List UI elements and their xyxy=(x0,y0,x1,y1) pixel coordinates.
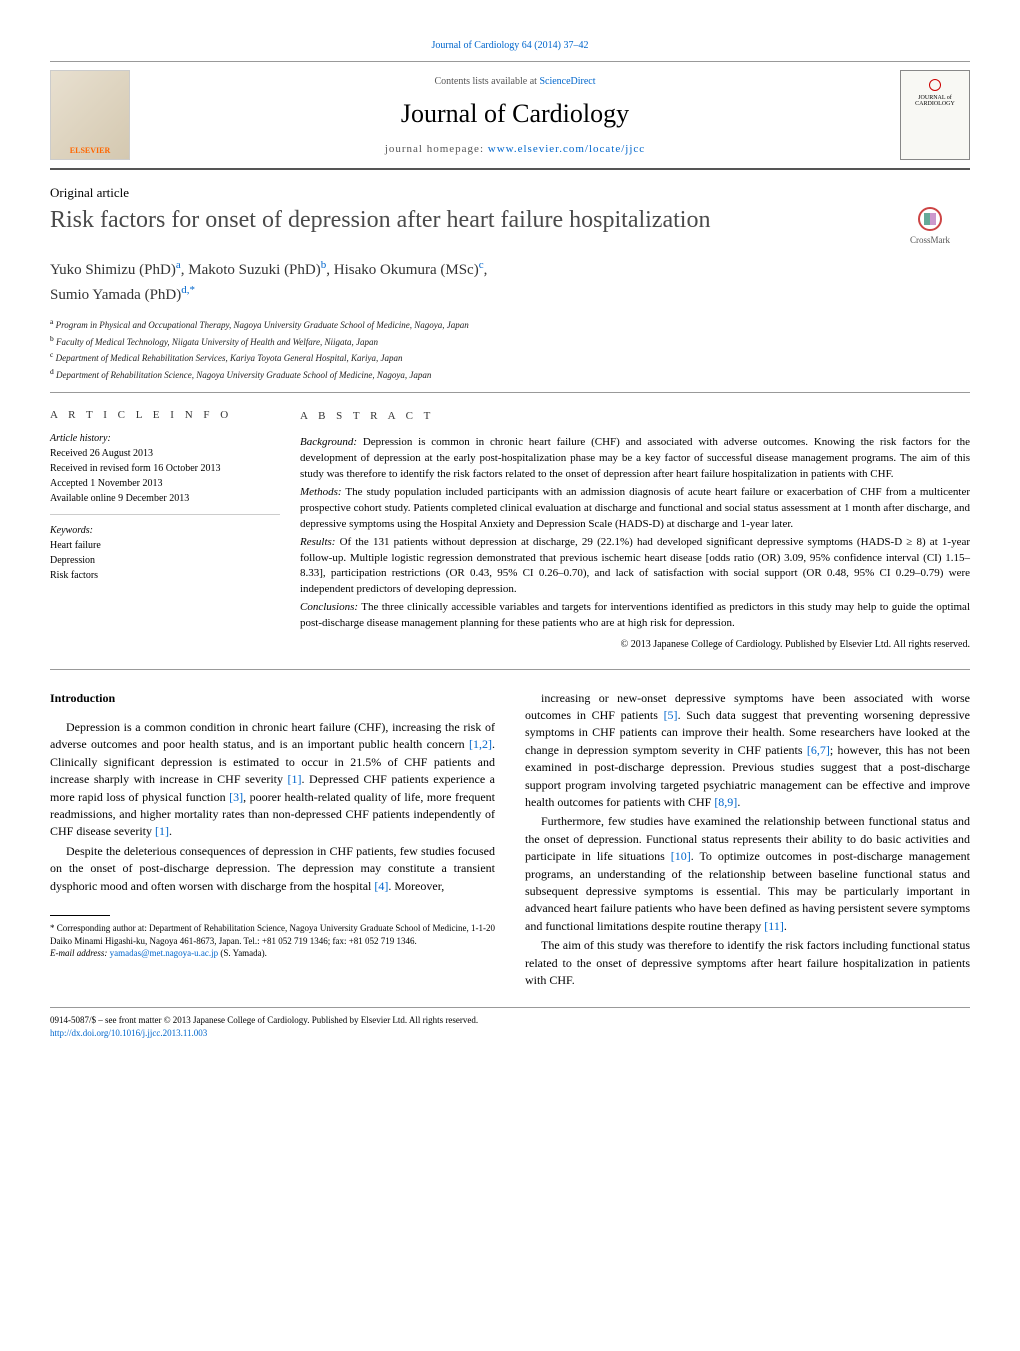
body-column-left: Introduction Depression is a common cond… xyxy=(50,690,495,992)
article-title: Risk factors for onset of depression aft… xyxy=(50,207,890,234)
article-history-block: Article history: Received 26 August 2013… xyxy=(50,431,280,515)
abstract-copyright: © 2013 Japanese College of Cardiology. P… xyxy=(300,638,970,653)
homepage-line: journal homepage: www.elsevier.com/locat… xyxy=(130,143,900,155)
journal-cover-thumbnail[interactable]: JOURNAL of CARDIOLOGY xyxy=(900,70,970,160)
keywords-block: Keywords: Heart failureDepressionRisk fa… xyxy=(50,523,280,591)
article-info-column: A R T I C L E I N F O Article history: R… xyxy=(50,409,300,653)
article-type: Original article xyxy=(50,185,970,201)
footnote-divider xyxy=(50,915,110,916)
bottom-matter: 0914-5087/$ – see front matter © 2013 Ja… xyxy=(50,1007,970,1039)
body-column-right: increasing or new-onset depressive sympt… xyxy=(525,690,970,992)
journal-header: ELSEVIER Contents lists available at Sci… xyxy=(50,61,970,170)
sciencedirect-link[interactable]: ScienceDirect xyxy=(539,76,595,87)
journal-citation[interactable]: Journal of Cardiology 64 (2014) 37–42 xyxy=(50,40,970,51)
issn-line: 0914-5087/$ – see front matter © 2013 Ja… xyxy=(50,1014,970,1027)
cover-icon xyxy=(929,79,941,91)
contents-list-line: Contents lists available at ScienceDirec… xyxy=(130,76,900,87)
authors-line: Yuko Shimizu (PhD)a, Makoto Suzuki (PhD)… xyxy=(50,257,970,306)
abstract-heading: A B S T R A C T xyxy=(300,409,970,425)
introduction-heading: Introduction xyxy=(50,690,495,707)
footnotes: * Corresponding author at: Department of… xyxy=(50,922,495,960)
elsevier-logo[interactable]: ELSEVIER xyxy=(50,70,130,160)
email-link[interactable]: yamadas@met.nagoya-u.ac.jp xyxy=(110,948,219,958)
corresponding-author: * Corresponding author at: Department of… xyxy=(50,922,495,947)
article-info-heading: A R T I C L E I N F O xyxy=(50,409,280,421)
journal-name: Journal of Cardiology xyxy=(130,99,900,129)
crossmark-icon xyxy=(918,207,942,231)
affiliations: a Program in Physical and Occupational T… xyxy=(50,316,970,393)
crossmark-badge[interactable]: CrossMark xyxy=(890,207,970,245)
homepage-link[interactable]: www.elsevier.com/locate/jjcc xyxy=(488,143,645,155)
doi-link[interactable]: http://dx.doi.org/10.1016/j.jjcc.2013.11… xyxy=(50,1028,207,1038)
abstract-column: A B S T R A C T Background: Depression i… xyxy=(300,409,970,653)
